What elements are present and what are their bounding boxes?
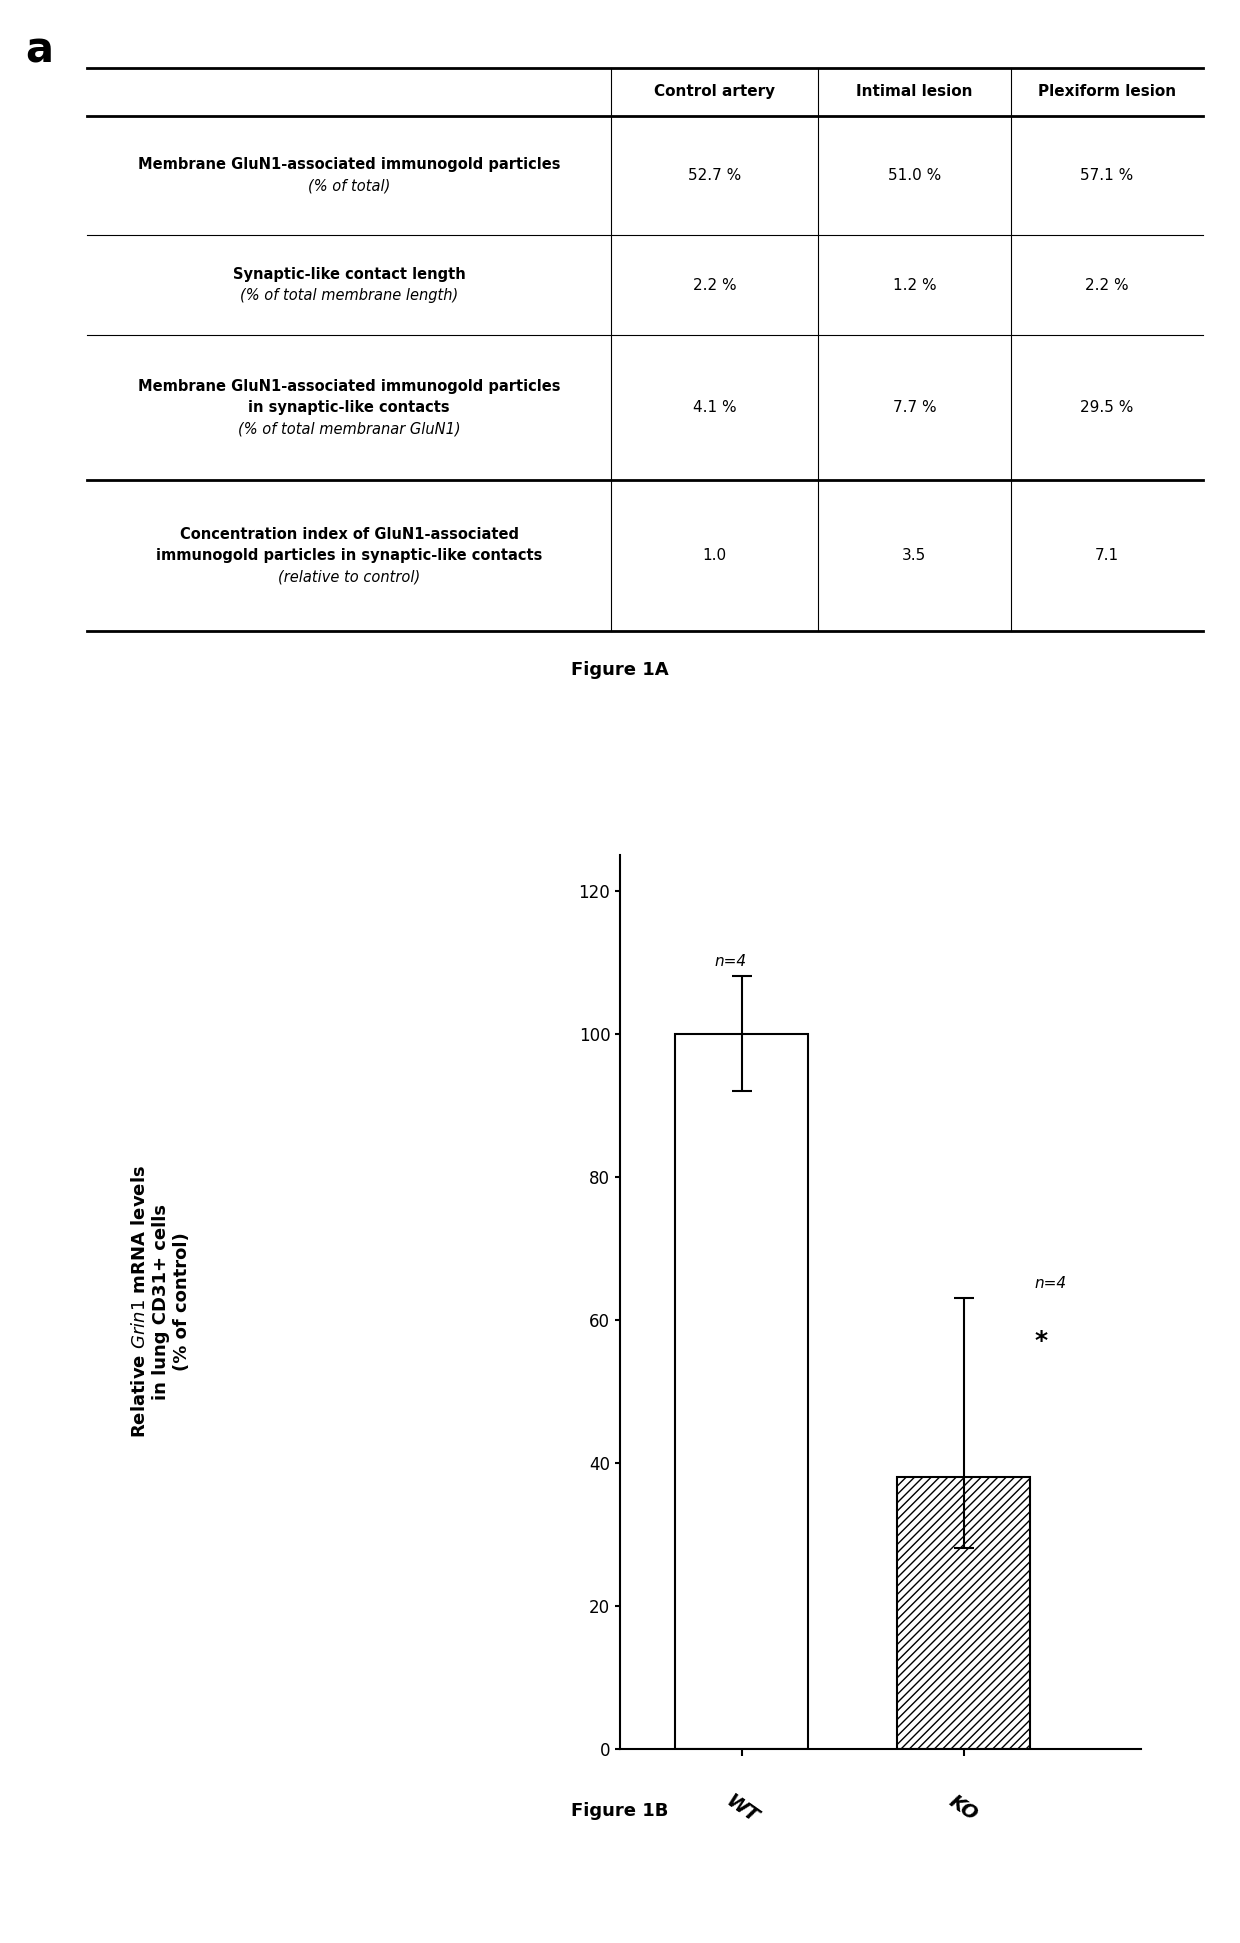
Text: 2.2 %: 2.2 %: [693, 278, 737, 293]
Text: Figure 1A: Figure 1A: [572, 661, 668, 680]
Text: 51.0 %: 51.0 %: [888, 167, 941, 183]
Text: n=4: n=4: [1034, 1277, 1066, 1292]
Text: Control artery: Control artery: [653, 84, 775, 99]
Text: (% of total membrane length): (% of total membrane length): [239, 288, 459, 303]
Text: a: a: [25, 29, 53, 72]
Text: 52.7 %: 52.7 %: [688, 167, 742, 183]
Text: *: *: [1034, 1329, 1048, 1352]
Text: (% of total): (% of total): [308, 179, 391, 194]
Text: Membrane GluN1-associated immunogold particles: Membrane GluN1-associated immunogold par…: [138, 157, 560, 173]
Bar: [897, 1477, 1030, 1749]
Bar: [676, 1034, 808, 1749]
Text: Membrane GluN1-associated immunogold particles: Membrane GluN1-associated immunogold par…: [138, 379, 560, 394]
Text: Relative $\mathit{Grin1}$ mRNA levels
in lung CD31+ cells
(% of control): Relative $\mathit{Grin1}$ mRNA levels in…: [131, 1166, 191, 1438]
Text: KO: KO: [946, 1791, 981, 1824]
Text: 2.2 %: 2.2 %: [1085, 278, 1128, 293]
Text: (relative to control): (relative to control): [278, 569, 420, 585]
Text: Figure 1B: Figure 1B: [572, 1801, 668, 1821]
Text: Plexiform lesion: Plexiform lesion: [1038, 84, 1176, 99]
Text: 29.5 %: 29.5 %: [1080, 400, 1133, 416]
Text: 57.1 %: 57.1 %: [1080, 167, 1133, 183]
Text: 1.0: 1.0: [703, 548, 727, 563]
Text: 1.2 %: 1.2 %: [893, 278, 936, 293]
Text: Concentration index of GluN1-associated: Concentration index of GluN1-associated: [180, 527, 518, 542]
Text: 7.7 %: 7.7 %: [893, 400, 936, 416]
Text: n=4: n=4: [714, 954, 746, 970]
Text: 3.5: 3.5: [903, 548, 926, 563]
Text: immunogold particles in synaptic-like contacts: immunogold particles in synaptic-like co…: [156, 548, 542, 563]
Text: WT: WT: [722, 1791, 761, 1826]
Text: in synaptic-like contacts: in synaptic-like contacts: [248, 400, 450, 416]
Text: (% of total membranar GluN1): (% of total membranar GluN1): [238, 422, 460, 437]
Text: 4.1 %: 4.1 %: [693, 400, 737, 416]
Text: 7.1: 7.1: [1095, 548, 1118, 563]
Text: Intimal lesion: Intimal lesion: [856, 84, 972, 99]
Text: Synaptic-like contact length: Synaptic-like contact length: [233, 266, 465, 282]
